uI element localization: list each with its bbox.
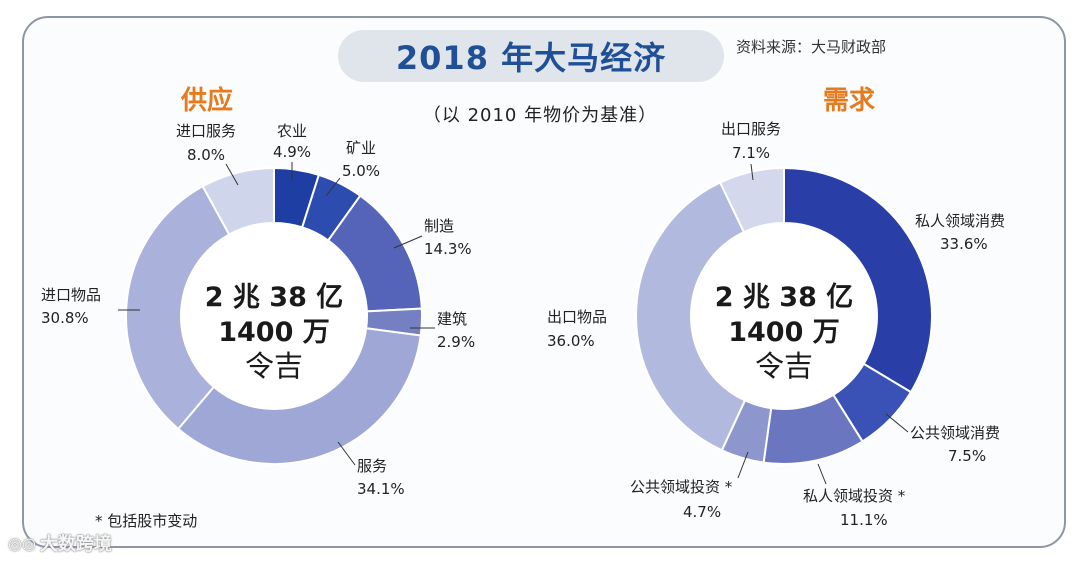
watermark-text: 大数跨境 <box>39 534 112 555</box>
svg-text:14.3%: 14.3% <box>424 240 472 258</box>
supply-label-manufacturing: 制造 14.3% <box>393 217 472 258</box>
svg-text:出口物品: 出口物品 <box>547 308 607 326</box>
page-title: 2018 年大马经济 <box>395 39 667 77</box>
svg-text:34.1%: 34.1% <box>357 480 405 498</box>
supply-center-amount-2: 1400 万 <box>218 317 330 348</box>
demand-label-exported-services: 出口服务 7.1% <box>721 120 781 181</box>
demand-donut <box>635 166 933 465</box>
svg-text:30.8%: 30.8% <box>41 309 89 327</box>
footnote: * 包括股市变动 <box>95 512 198 530</box>
svg-text:4.9%: 4.9% <box>273 143 311 161</box>
demand-center-amount-2: 1400 万 <box>728 317 840 348</box>
supply-donut <box>125 166 423 465</box>
svg-text:7.1%: 7.1% <box>732 144 770 162</box>
demand-label-private-investment: 私人领域投资 * 11.1% <box>803 463 906 529</box>
source-note: 资料来源：大马财政部 <box>736 38 887 56</box>
watermark: ◎◎ 大数跨境 <box>8 530 112 556</box>
supply-center-unit: 令吉 <box>245 349 303 383</box>
demand-label-public-consumption: 公共领域消费 7.5% <box>885 413 1000 465</box>
svg-text:服务: 服务 <box>357 457 387 475</box>
demand-center-unit: 令吉 <box>755 349 813 383</box>
supply-label-mining: 矿业 5.0% <box>325 139 380 197</box>
svg-text:私人领域消费: 私人领域消费 <box>915 212 1005 230</box>
title-banner: 2018 年大马经济 <box>338 30 724 82</box>
svg-text:8.0%: 8.0% <box>187 146 225 164</box>
svg-text:2.9%: 2.9% <box>437 333 475 351</box>
supply-center-amount: 2 兆 38 亿 <box>205 282 344 313</box>
watermark-logo-icon: ◎◎ <box>8 533 36 553</box>
demand-label-exported-goods: 出口物品 36.0% <box>547 308 607 350</box>
svg-text:33.6%: 33.6% <box>940 235 988 253</box>
demand-label-public-investment: 公共领域投资 * 4.7% <box>630 451 749 521</box>
svg-text:制造: 制造 <box>424 217 454 235</box>
svg-text:矿业: 矿业 <box>346 139 376 157</box>
supply-label-services: 服务 34.1% <box>337 441 405 498</box>
svg-text:公共领域投资 *: 公共领域投资 * <box>630 478 733 496</box>
svg-text:4.7%: 4.7% <box>683 503 721 521</box>
supply-donut-hole <box>181 223 367 409</box>
svg-text:5.0%: 5.0% <box>342 162 380 180</box>
supply-label-construction: 建筑 2.9% <box>410 310 475 351</box>
supply-label-imported-goods: 进口物品 30.8% <box>41 286 140 327</box>
svg-text:公共领域消费: 公共领域消费 <box>910 424 1000 442</box>
subtitle: （以 2010 年物价为基准） <box>422 105 658 126</box>
svg-text:进口服务: 进口服务 <box>176 122 236 140</box>
demand-center-amount: 2 兆 38 亿 <box>715 282 854 313</box>
supply-label-imported-services: 进口服务 8.0% <box>176 122 239 186</box>
svg-text:建筑: 建筑 <box>437 310 467 328</box>
demand-label-private-consumption: 私人领域消费 33.6% <box>915 212 1005 253</box>
svg-text:进口物品: 进口物品 <box>41 286 101 304</box>
demand-donut-hole <box>691 223 877 409</box>
svg-text:11.1%: 11.1% <box>840 511 888 529</box>
svg-text:私人领域投资 *: 私人领域投资 * <box>803 487 906 505</box>
supply-label-agriculture: 农业 4.9% <box>273 122 311 180</box>
svg-text:出口服务: 出口服务 <box>721 120 781 138</box>
supply-heading: 供应 <box>181 86 234 116</box>
svg-text:36.0%: 36.0% <box>547 332 595 350</box>
svg-text:农业: 农业 <box>277 122 307 140</box>
svg-text:7.5%: 7.5% <box>948 447 986 465</box>
demand-heading: 需求 <box>823 86 876 116</box>
